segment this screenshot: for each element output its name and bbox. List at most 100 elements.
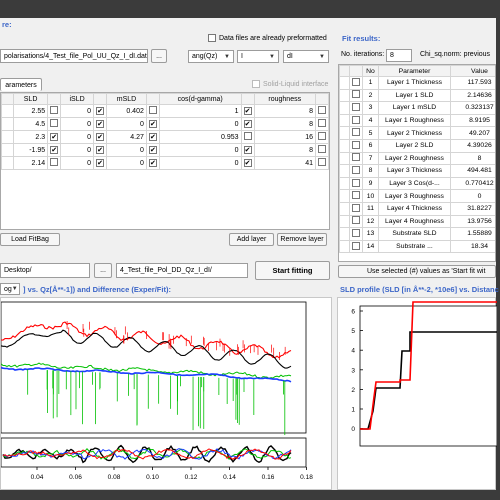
isld-cell[interactable]: 0: [60, 156, 95, 170]
cos-checkbox[interactable]: ✔: [240, 156, 255, 170]
fit-value-cell[interactable]: 31.8227: [450, 201, 495, 216]
empty-checkbox-icon[interactable]: [352, 203, 360, 212]
fit-value-cell[interactable]: 49.207: [450, 126, 495, 140]
checkmark-icon[interactable]: ✔: [96, 146, 105, 154]
empty-checkbox-icon[interactable]: [352, 191, 360, 200]
working-dir-field[interactable]: Desktop/: [0, 263, 90, 278]
empty-checkbox-icon[interactable]: [352, 241, 360, 250]
fit-row-checkbox[interactable]: [349, 176, 363, 191]
fit-value-cell[interactable]: 0: [450, 189, 495, 203]
cos-cell[interactable]: 0: [158, 143, 242, 157]
empty-checkbox-icon[interactable]: [352, 178, 360, 187]
fit-row-checkbox[interactable]: [349, 101, 363, 115]
fit-result-row[interactable]: 11 Layer 4 Thickness 31.8227: [339, 201, 495, 216]
msld-cell[interactable]: 4.27: [106, 130, 147, 144]
empty-checkbox-icon[interactable]: [148, 106, 157, 114]
add-layer-button[interactable]: Add layer: [229, 233, 274, 246]
empty-checkbox-icon[interactable]: [352, 216, 360, 225]
empty-checkbox-icon[interactable]: [352, 102, 360, 111]
isld-checkbox[interactable]: ✔: [93, 104, 108, 118]
fit-result-row[interactable]: 8 Layer 3 Thickness 494.481: [339, 164, 495, 178]
fit-row-checkbox[interactable]: [349, 201, 363, 216]
fit-result-row[interactable]: 14 Substrate ... 18.34: [339, 239, 495, 254]
isld-checkbox[interactable]: ✔: [93, 156, 108, 170]
layer-row[interactable]: -1.95 ✔ 0 ✔ 0 ✔ 0 ✔ 8: [1, 143, 329, 157]
isld-cell[interactable]: 0: [60, 143, 95, 157]
empty-checkbox-icon[interactable]: [50, 158, 59, 166]
roughness-checkbox[interactable]: [315, 156, 329, 170]
empty-checkbox-icon[interactable]: [318, 158, 326, 166]
data-file-path-field[interactable]: polarisations/4_Test_file_Pol_UU_Qz_I_dI…: [0, 49, 148, 63]
tab-parameters[interactable]: arameters: [0, 78, 42, 91]
roughness-checkbox[interactable]: [315, 104, 329, 118]
roughness-checkbox[interactable]: [315, 130, 329, 144]
fit-row-selector[interactable]: [339, 113, 350, 128]
msld-checkbox[interactable]: ✔: [145, 156, 160, 170]
fit-value-cell[interactable]: 8: [450, 151, 495, 166]
output-file-field[interactable]: 4_Test_file_Pol_DD_Qz_I_dI/: [116, 263, 248, 278]
empty-checkbox-icon[interactable]: [318, 145, 326, 153]
empty-checkbox-icon[interactable]: [318, 106, 326, 114]
roughness-checkbox[interactable]: [315, 143, 329, 157]
preformatted-checkbox[interactable]: [208, 34, 216, 42]
msld-cell[interactable]: 0: [106, 143, 147, 157]
empty-checkbox-icon[interactable]: [352, 228, 360, 237]
roughness-cell[interactable]: 16: [253, 130, 317, 144]
isld-cell[interactable]: 0: [60, 130, 95, 144]
fit-value-cell[interactable]: 18.34: [450, 239, 495, 254]
checkmark-icon[interactable]: ✔: [148, 159, 157, 167]
cos-cell[interactable]: 0: [158, 117, 242, 131]
msld-checkbox[interactable]: ✔: [145, 143, 160, 157]
fit-result-row[interactable]: 6 Layer 2 SLD 4.39026: [339, 138, 495, 153]
sld-cell[interactable]: 2.3: [12, 130, 49, 144]
checkmark-icon[interactable]: ✔: [148, 146, 157, 154]
fit-result-row[interactable]: 1 Layer 1 Thickness 117.593: [339, 76, 495, 90]
remove-layer-button[interactable]: Remove layer: [277, 233, 327, 246]
start-fitting-button[interactable]: Start fitting: [255, 261, 330, 280]
scale-select[interactable]: og ▼: [0, 283, 20, 295]
fit-result-row[interactable]: 3 Layer 1 mSLD 0.323137: [339, 101, 495, 115]
empty-checkbox-icon[interactable]: [50, 119, 59, 127]
sld-checkbox[interactable]: [47, 104, 62, 118]
fit-value-cell[interactable]: 4.39026: [450, 138, 495, 153]
msld-checkbox[interactable]: ✔: [145, 117, 160, 131]
empty-checkbox-icon[interactable]: [352, 140, 360, 149]
sld-checkbox[interactable]: [47, 117, 62, 131]
empty-checkbox-icon[interactable]: [352, 153, 360, 162]
fit-result-row[interactable]: 5 Layer 2 Thickness 49.207: [339, 126, 495, 140]
fit-row-selector[interactable]: [339, 189, 350, 203]
cos-checkbox[interactable]: [240, 130, 255, 144]
msld-cell[interactable]: 0: [106, 117, 147, 131]
fit-result-row[interactable]: 4 Layer 1 Roughness 8.9195: [339, 113, 495, 128]
fit-row-selector[interactable]: [339, 138, 350, 153]
fit-result-row[interactable]: 12 Layer 4 Roughness 13.9756: [339, 214, 495, 229]
fit-value-cell[interactable]: 13.9756: [450, 214, 495, 229]
fit-row-checkbox[interactable]: [349, 164, 363, 178]
browse-dir-button[interactable]: ...: [94, 263, 112, 278]
fit-row-checkbox[interactable]: [349, 88, 363, 103]
fit-row-selector[interactable]: [339, 88, 350, 103]
fit-row-selector[interactable]: [339, 101, 350, 115]
fit-value-cell[interactable]: 2.14636: [450, 88, 495, 103]
fit-row-checkbox[interactable]: [349, 227, 363, 241]
cos-cell[interactable]: 0: [158, 156, 242, 170]
empty-checkbox-icon[interactable]: [352, 115, 360, 124]
sld-cell[interactable]: 2.55: [12, 104, 49, 118]
checkmark-icon[interactable]: ✔: [243, 159, 252, 167]
column3-select[interactable]: dI ▼: [283, 50, 329, 63]
fit-value-cell[interactable]: 8.9195: [450, 113, 495, 128]
checkmark-icon[interactable]: ✔: [96, 120, 105, 128]
fit-row-checkbox[interactable]: [349, 189, 363, 203]
layer-row[interactable]: 2.3 ✔ 0 ✔ 4.27 ✔ 0.953 16: [1, 130, 329, 144]
cos-cell[interactable]: 1: [158, 104, 242, 118]
fit-row-selector[interactable]: [339, 239, 350, 254]
fit-row-checkbox[interactable]: [349, 151, 363, 166]
fit-row-selector[interactable]: [339, 76, 350, 90]
column1-select[interactable]: ang(Qz) ▼: [188, 50, 234, 63]
checkmark-icon[interactable]: ✔: [96, 107, 105, 115]
fit-row-checkbox[interactable]: [349, 76, 363, 90]
sld-checkbox[interactable]: ✔: [47, 143, 62, 157]
checkmark-icon[interactable]: ✔: [148, 120, 157, 128]
fit-row-checkbox[interactable]: [349, 214, 363, 229]
empty-checkbox-icon[interactable]: [243, 132, 252, 140]
